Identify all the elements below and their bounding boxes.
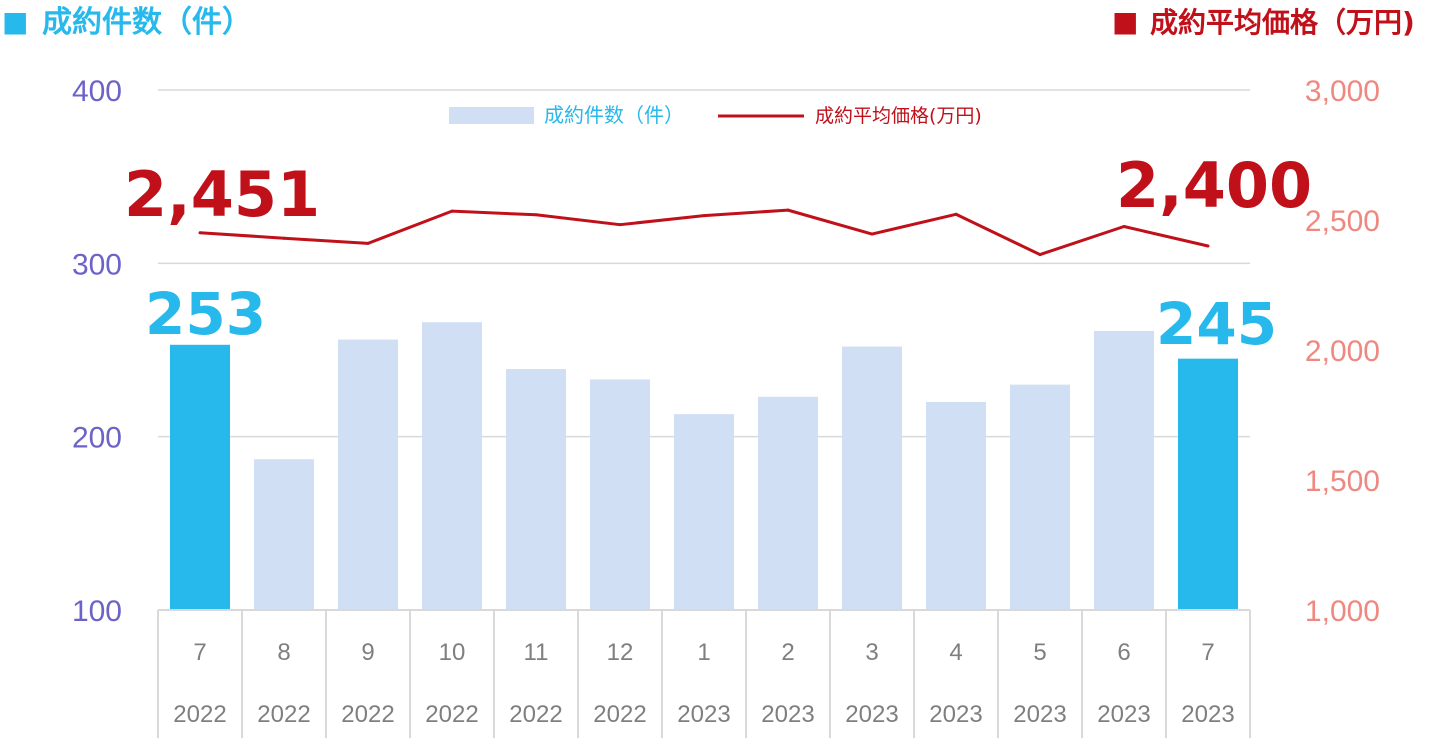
line-point [198,231,202,235]
bar [338,339,398,610]
year-label: 2023 [761,701,814,728]
year-label: 2023 [845,701,898,728]
year-label: 2022 [593,701,646,728]
price-end-label: 2,400 [1116,149,1312,222]
right-title-marker: ■ [1112,5,1138,38]
category-axis: 7 2022 8 2022 9 2022 10 2022 11 2022 12 2022 1 2023 2 2… [157,609,1251,738]
year-label: 2023 [1181,701,1234,728]
line-point [870,232,874,236]
month-label: 1 [697,639,710,666]
bar [590,379,650,610]
line-point [534,213,538,217]
month-label: 3 [865,639,878,666]
line-series [198,208,1210,257]
month-label: 4 [949,639,962,666]
month-label: 11 [524,639,549,666]
year-label: 2023 [677,701,730,728]
count-end-label: 245 [1156,290,1277,358]
line-point [786,208,790,212]
month-label: 5 [1033,639,1046,666]
bar [674,414,734,610]
bar [506,369,566,610]
line-point [450,209,454,213]
line-point [1122,225,1126,228]
line-point [954,212,958,216]
year-label: 2022 [509,701,562,728]
year-label: 2023 [929,701,982,728]
right-tick-label: 1,000 [1305,595,1380,628]
price-start-label: 2,451 [124,158,320,231]
left-title-marker: ■ [2,5,28,38]
left-tick-label: 400 [72,75,122,108]
right-tick-label: 3,000 [1305,75,1380,108]
line-point [1038,253,1042,257]
month-label: 6 [1117,639,1130,666]
year-label: 2023 [1097,701,1150,728]
right-axis-title: 成約平均価格（万円) [1150,6,1415,39]
right-tick-label: 1,500 [1305,465,1380,498]
year-label: 2022 [341,701,394,728]
legend: 成約件数（件） 成約平均価格(万円) [449,103,982,127]
month-label: 10 [439,639,466,666]
month-label: 2 [781,639,794,666]
line-point [702,214,706,218]
month-label: 9 [361,639,374,666]
month-label: 7 [1201,639,1214,666]
legend-line-label: 成約平均価格(万円) [815,105,982,127]
year-label: 2022 [257,701,310,728]
line-point [282,236,286,240]
legend-bar-label: 成約件数（件） [544,103,684,127]
year-label: 2022 [425,701,478,728]
bar [1010,384,1070,610]
bar [926,402,986,610]
month-label: 12 [607,639,634,666]
bar [254,459,314,610]
legend-bar-swatch [449,107,534,124]
year-label: 2023 [1013,701,1066,728]
left-tick-label: 200 [72,422,122,455]
left-axis-ticks: 100 200 300 400 [72,75,122,628]
bar [758,396,818,610]
bar [422,322,482,610]
bar [1178,358,1238,610]
bar [842,346,902,610]
line-point [1206,244,1210,248]
month-label: 7 [193,639,206,666]
bar [170,344,230,610]
line-point [618,223,622,227]
right-axis-ticks: 1,000 1,500 2,000 2,500 3,000 [1305,75,1380,628]
bar-series [170,322,1238,610]
right-tick-label: 2,000 [1305,335,1380,368]
left-tick-label: 100 [72,595,122,628]
year-label: 2022 [173,701,226,728]
line-point [366,241,370,245]
left-tick-label: 300 [72,248,122,281]
count-start-label: 253 [145,280,266,348]
right-tick-label: 2,500 [1305,205,1380,238]
bar [1094,330,1154,610]
left-axis-title: 成約件数（件） [42,5,252,40]
month-label: 8 [277,639,290,666]
